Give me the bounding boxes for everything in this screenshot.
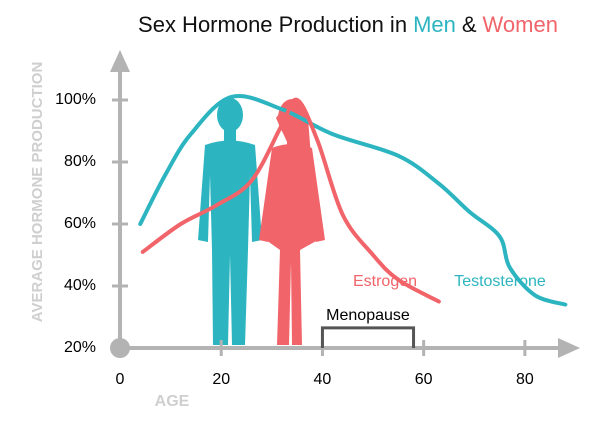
annotation-bracket <box>320 326 416 348</box>
chart-title: Sex Hormone Production in Men & Women <box>138 12 558 37</box>
y-tick-label: 40% <box>64 277 96 294</box>
y-axis-arrow <box>110 50 130 72</box>
x-tick-label: 20 <box>212 371 230 388</box>
y-tick-label: 60% <box>64 215 96 232</box>
y-axis-label: AVERAGE HORMONE PRODUCTION <box>29 62 46 323</box>
man-silhouette <box>198 98 262 345</box>
y-tick-label: 20% <box>64 339 96 356</box>
y-tick-label: 80% <box>64 153 96 170</box>
x-tick-label: 80 <box>516 371 534 388</box>
x-axis-label: AGE <box>155 393 190 410</box>
x-tick-label: 40 <box>314 371 332 388</box>
title-part: Sex Hormone Production in <box>138 12 407 37</box>
annotation-label: Menopause <box>326 307 410 324</box>
series-label: Estrogen <box>353 273 417 290</box>
x-axis-arrow <box>558 338 580 358</box>
x-tick-label: 60 <box>415 371 433 388</box>
series-label: Testosterone <box>454 273 546 290</box>
title-part: Women <box>483 12 558 37</box>
y-tick-label: 100% <box>55 91 96 108</box>
x-tick-label: 0 <box>116 371 125 388</box>
title-part: Men <box>413 12 456 37</box>
title-part: & <box>462 12 477 37</box>
series-line <box>138 93 568 307</box>
series-line <box>140 97 441 304</box>
